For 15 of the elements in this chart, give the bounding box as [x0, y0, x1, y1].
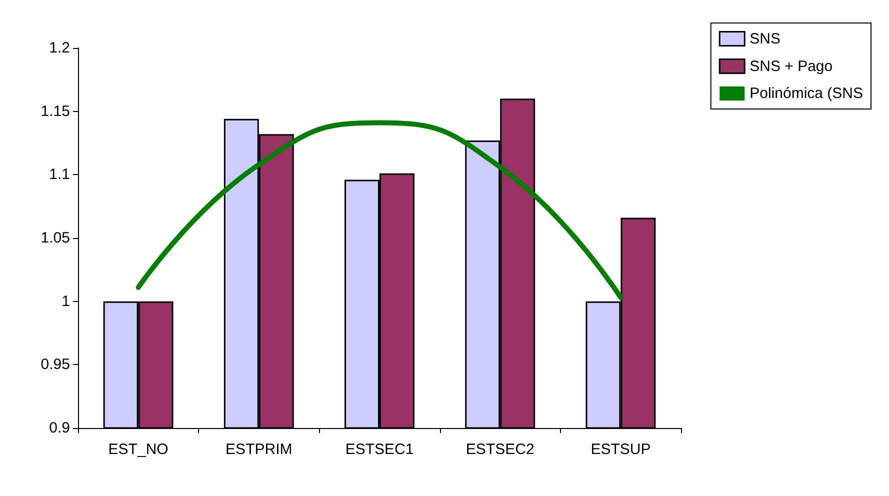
- y-tick-label: 1.2: [49, 40, 70, 56]
- y-tick-label: 1.15: [40, 102, 70, 120]
- x-tick-label: ESTSUP: [590, 441, 651, 458]
- x-tick-label: ESTSEC2: [466, 441, 534, 458]
- legend-label: SNS + Pago: [750, 58, 833, 75]
- y-tick-label: 0.9: [49, 420, 70, 436]
- y-tick-label: 0.95: [40, 356, 70, 374]
- x-tick-label: EST_NO: [108, 441, 168, 458]
- y-tick-label: 1.1: [49, 166, 70, 184]
- y-tick-label: 1: [62, 292, 70, 310]
- y-tick-label: 1.05: [40, 230, 70, 246]
- legend-label: Polinómica (SNS: [750, 85, 864, 102]
- legend-label: SNS: [750, 30, 780, 48]
- x-tick-label: ESTSEC1: [345, 441, 414, 458]
- x-tick-label: ESTPRIM: [226, 441, 292, 458]
